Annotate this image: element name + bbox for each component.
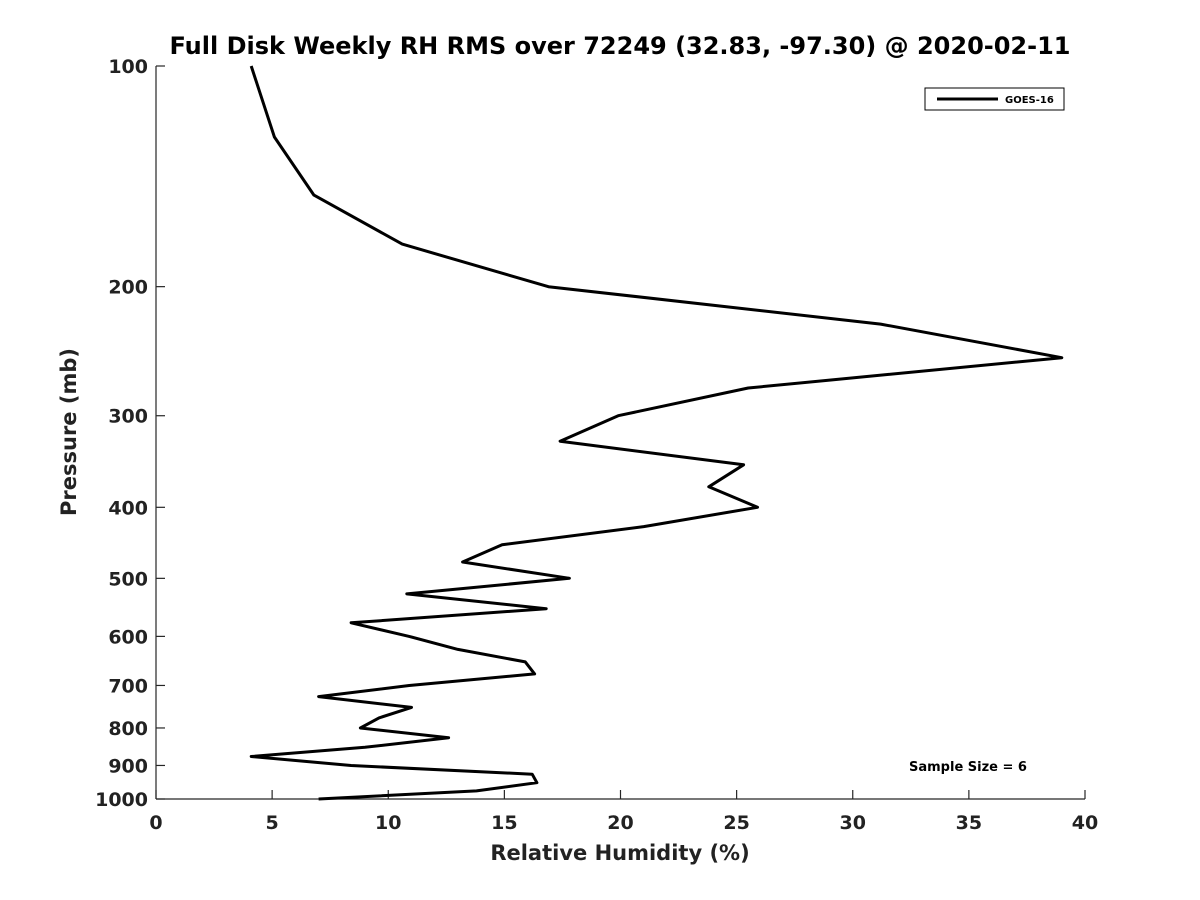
y-tick-label: 1000 <box>95 789 148 811</box>
sample-size-annotation: Sample Size = 6 <box>909 760 1027 775</box>
y-tick-label: 800 <box>108 718 148 740</box>
series-layer <box>249 65 1064 801</box>
x-axis-label: Relative Humidity (%) <box>490 841 749 865</box>
y-tick-label: 700 <box>108 675 148 697</box>
x-tick-label: 20 <box>607 812 633 834</box>
x-tick-label: 10 <box>375 812 401 834</box>
chart-title: Full Disk Weekly RH RMS over 72249 (32.8… <box>169 32 1070 60</box>
plot-frame <box>155 66 1085 800</box>
x-tick-label: 25 <box>723 812 749 834</box>
y-axis-label: Pressure (mb) <box>57 348 81 516</box>
legend-entry-goes-16: GOES-16 <box>1005 95 1054 106</box>
legend: GOES-16 <box>924 87 1065 111</box>
y-tick-label: 900 <box>108 755 148 777</box>
x-axis: 0 5 10 15 20 25 30 35 40 <box>149 790 1098 834</box>
x-tick-label: 35 <box>956 812 982 834</box>
y-tick-label: 600 <box>108 626 148 648</box>
y-tick-label: 100 <box>108 56 148 78</box>
y-axis: 100 200 300 400 500 600 700 800 900 1000 <box>95 56 165 811</box>
y-tick-label: 300 <box>108 406 148 428</box>
x-tick-label: 5 <box>266 812 279 834</box>
x-tick-label: 15 <box>491 812 517 834</box>
x-tick-label: 40 <box>1072 812 1098 834</box>
y-tick-label: 500 <box>108 568 148 590</box>
series-line-goes-16 <box>249 65 1064 801</box>
y-tick-label: 400 <box>108 497 148 519</box>
x-tick-label: 0 <box>149 812 162 834</box>
y-tick-label: 200 <box>108 277 148 299</box>
x-tick-label: 30 <box>840 812 866 834</box>
